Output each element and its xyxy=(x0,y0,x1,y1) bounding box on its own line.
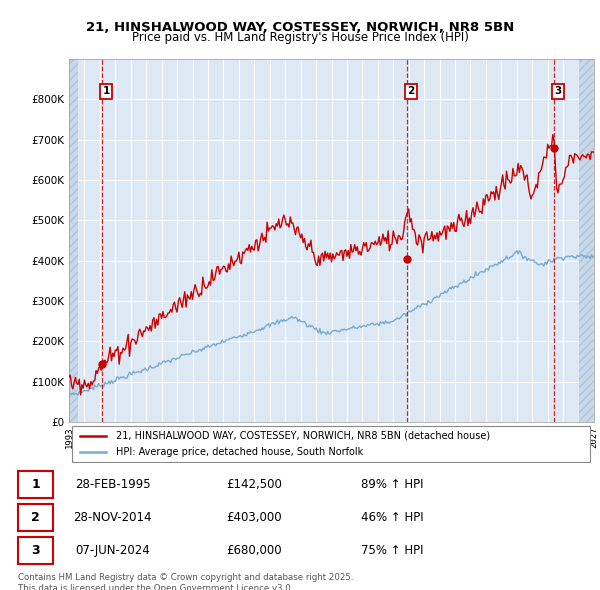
Text: 21, HINSHALWOOD WAY, COSTESSEY, NORWICH, NR8 5BN (detached house): 21, HINSHALWOOD WAY, COSTESSEY, NORWICH,… xyxy=(116,431,490,441)
Text: 2: 2 xyxy=(407,86,415,96)
Bar xyxy=(69,59,78,422)
Bar xyxy=(578,59,594,422)
Text: £680,000: £680,000 xyxy=(226,544,282,558)
Text: 2: 2 xyxy=(31,511,40,525)
Text: 3: 3 xyxy=(554,86,562,96)
Text: 3: 3 xyxy=(31,544,40,558)
FancyBboxPatch shape xyxy=(18,504,53,531)
Text: 07-JUN-2024: 07-JUN-2024 xyxy=(76,544,150,558)
FancyBboxPatch shape xyxy=(18,537,53,564)
Text: 89% ↑ HPI: 89% ↑ HPI xyxy=(361,478,424,491)
Text: 21, HINSHALWOOD WAY, COSTESSEY, NORWICH, NR8 5BN: 21, HINSHALWOOD WAY, COSTESSEY, NORWICH,… xyxy=(86,21,514,34)
Text: HPI: Average price, detached house, South Norfolk: HPI: Average price, detached house, Sout… xyxy=(116,447,364,457)
Text: Contains HM Land Registry data © Crown copyright and database right 2025.
This d: Contains HM Land Registry data © Crown c… xyxy=(18,573,353,590)
Text: 1: 1 xyxy=(31,478,40,491)
Text: 28-FEB-1995: 28-FEB-1995 xyxy=(75,478,151,491)
Text: 1: 1 xyxy=(103,86,110,96)
Text: Price paid vs. HM Land Registry's House Price Index (HPI): Price paid vs. HM Land Registry's House … xyxy=(131,31,469,44)
Text: 46% ↑ HPI: 46% ↑ HPI xyxy=(361,511,424,525)
Text: £403,000: £403,000 xyxy=(226,511,282,525)
Text: £142,500: £142,500 xyxy=(226,478,282,491)
FancyBboxPatch shape xyxy=(71,426,590,462)
FancyBboxPatch shape xyxy=(18,471,53,498)
Text: 28-NOV-2014: 28-NOV-2014 xyxy=(74,511,152,525)
Text: 75% ↑ HPI: 75% ↑ HPI xyxy=(361,544,424,558)
